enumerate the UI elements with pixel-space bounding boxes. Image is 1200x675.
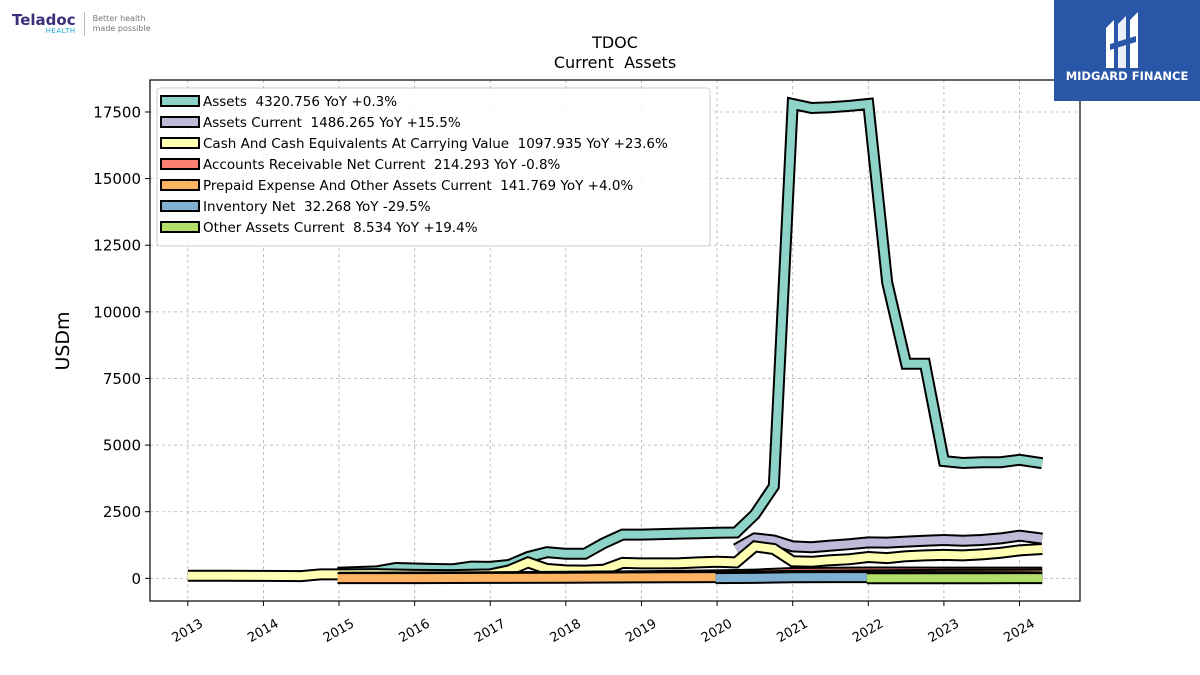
legend: Assets 4320.756 YoY +0.3% Assets Current …	[156, 87, 711, 247]
x-tick-label: 2019	[623, 616, 659, 646]
brand-name: Teladoc	[12, 11, 76, 29]
x-tick-label: 2024	[1001, 616, 1037, 646]
midgard-logo-icon	[1106, 12, 1138, 68]
brand-tagline-2: made possible	[92, 24, 151, 33]
legend-label-1: Assets Current 1486.265 YoY +15.5%	[203, 115, 461, 131]
x-tick-label: 2017	[472, 616, 508, 646]
legend-swatch-2	[160, 137, 200, 149]
x-tick-label: 2023	[926, 616, 962, 646]
legend-swatch-0	[160, 95, 200, 107]
legend-label-3: Accounts Receivable Net Current 214.293 …	[203, 157, 561, 173]
midgard-name: MIDGARD FINANCE	[1065, 69, 1189, 83]
midgard-finance-watermark: MIDGARD FINANCE	[1054, 0, 1200, 101]
y-tick-label: 5000	[103, 437, 141, 455]
brand-sub: HEALTH	[45, 27, 76, 35]
chart-subtitle: Current Assets	[554, 53, 676, 72]
x-tick-label: 2014	[245, 616, 281, 646]
y-axis-label: USDm	[52, 311, 74, 370]
chart-title: TDOC	[591, 33, 638, 52]
y-tick-label: 2500	[103, 503, 141, 521]
y-tick-label: 0	[131, 570, 141, 588]
legend-swatch-1	[160, 116, 200, 128]
teladoc-logo: Teladoc HEALTH Better health made possib…	[12, 12, 151, 36]
plot-frame	[149, 79, 1081, 602]
x-tick-label: 2016	[396, 616, 432, 646]
legend-swatch-5	[160, 200, 200, 212]
legend-box	[156, 87, 711, 247]
x-tick-label: 2020	[699, 616, 735, 646]
y-tick-label: 12500	[93, 237, 141, 255]
series-line-1	[734, 531, 1043, 553]
legend-label-6: Other Assets Current 8.534 YoY +19.4%	[203, 220, 478, 236]
y-tick-label: 17500	[93, 103, 141, 121]
legend-swatch-4	[160, 179, 200, 191]
x-tick-label: 2021	[775, 616, 811, 646]
legend-label-0: Assets 4320.756 YoY +0.3%	[203, 94, 397, 110]
legend-label-5: Inventory Net 32.268 YoY -29.5%	[203, 199, 431, 215]
brand-tagline-1: Better health	[92, 14, 146, 23]
y-tick-label: 7500	[103, 370, 141, 388]
series-line-0	[337, 99, 1043, 577]
legend-swatch-6	[160, 221, 200, 233]
y-tick-label: 15000	[93, 170, 141, 188]
legend-label-4: Prepaid Expense And Other Assets Current…	[203, 178, 633, 194]
x-tick-label: 2022	[850, 616, 886, 646]
brand-divider	[83, 12, 85, 36]
legend-label-2: Cash And Cash Equivalents At Carrying Va…	[203, 136, 668, 152]
x-tick-label: 2018	[548, 616, 584, 646]
y-tick-label: 10000	[93, 303, 141, 321]
series-layer	[187, 96, 1044, 585]
x-tick-label: 2015	[321, 616, 357, 646]
legend-swatch-3	[160, 158, 200, 170]
x-tick-label: 2013	[170, 616, 206, 646]
